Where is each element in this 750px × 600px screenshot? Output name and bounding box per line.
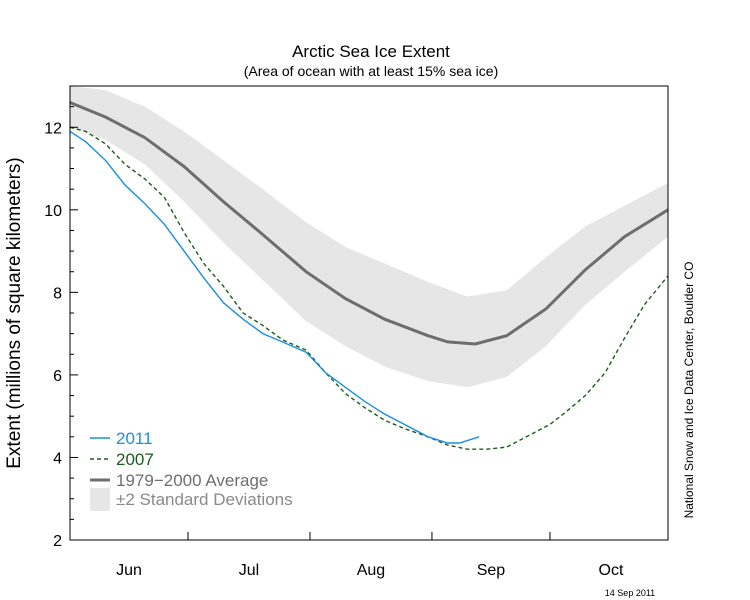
y-tick-label: 8 bbox=[53, 285, 62, 302]
plot-area bbox=[69, 86, 669, 450]
legend: 2011 2007 1979−2000 Average ±2 Standard … bbox=[90, 429, 293, 511]
x-axis: Jun Jul Aug Sep Oct bbox=[116, 532, 624, 579]
x-tick-label: Aug bbox=[357, 562, 385, 579]
legend-label-std-band: ±2 Standard Deviations bbox=[116, 490, 293, 509]
series-2011-line bbox=[69, 130, 480, 444]
x-tick-label: Sep bbox=[477, 562, 506, 579]
y-tick-label: 12 bbox=[44, 120, 62, 137]
x-tick-label: Oct bbox=[599, 562, 624, 579]
y-tick-label: 6 bbox=[53, 368, 62, 385]
average-line bbox=[69, 101, 669, 346]
legend-swatch-std-band bbox=[90, 488, 110, 511]
x-tick-label: Jun bbox=[116, 562, 142, 579]
legend-label-average: 1979−2000 Average bbox=[116, 471, 268, 490]
y-axis: 2 4 6 8 10 12 bbox=[44, 106, 78, 550]
y-axis-label: Extent (millions of square kilometers) bbox=[4, 157, 25, 469]
source-credit: National Snow and Ice Data Center, Bould… bbox=[682, 262, 696, 519]
y-tick-label: 10 bbox=[44, 203, 62, 220]
legend-label-2011: 2011 bbox=[116, 429, 153, 448]
x-tick-label: Jul bbox=[239, 562, 259, 579]
date-stamp: 14 Sep 2011 bbox=[605, 588, 655, 598]
y-tick-label: 4 bbox=[53, 450, 62, 467]
std-band-area bbox=[70, 86, 668, 388]
series-2007-line bbox=[69, 126, 669, 450]
chart-subtitle: (Area of ocean with at least 15% sea ice… bbox=[244, 63, 498, 79]
legend-label-2007: 2007 bbox=[116, 450, 154, 469]
y-tick-label: 2 bbox=[53, 533, 62, 550]
chart-title: Arctic Sea Ice Extent bbox=[292, 42, 450, 61]
